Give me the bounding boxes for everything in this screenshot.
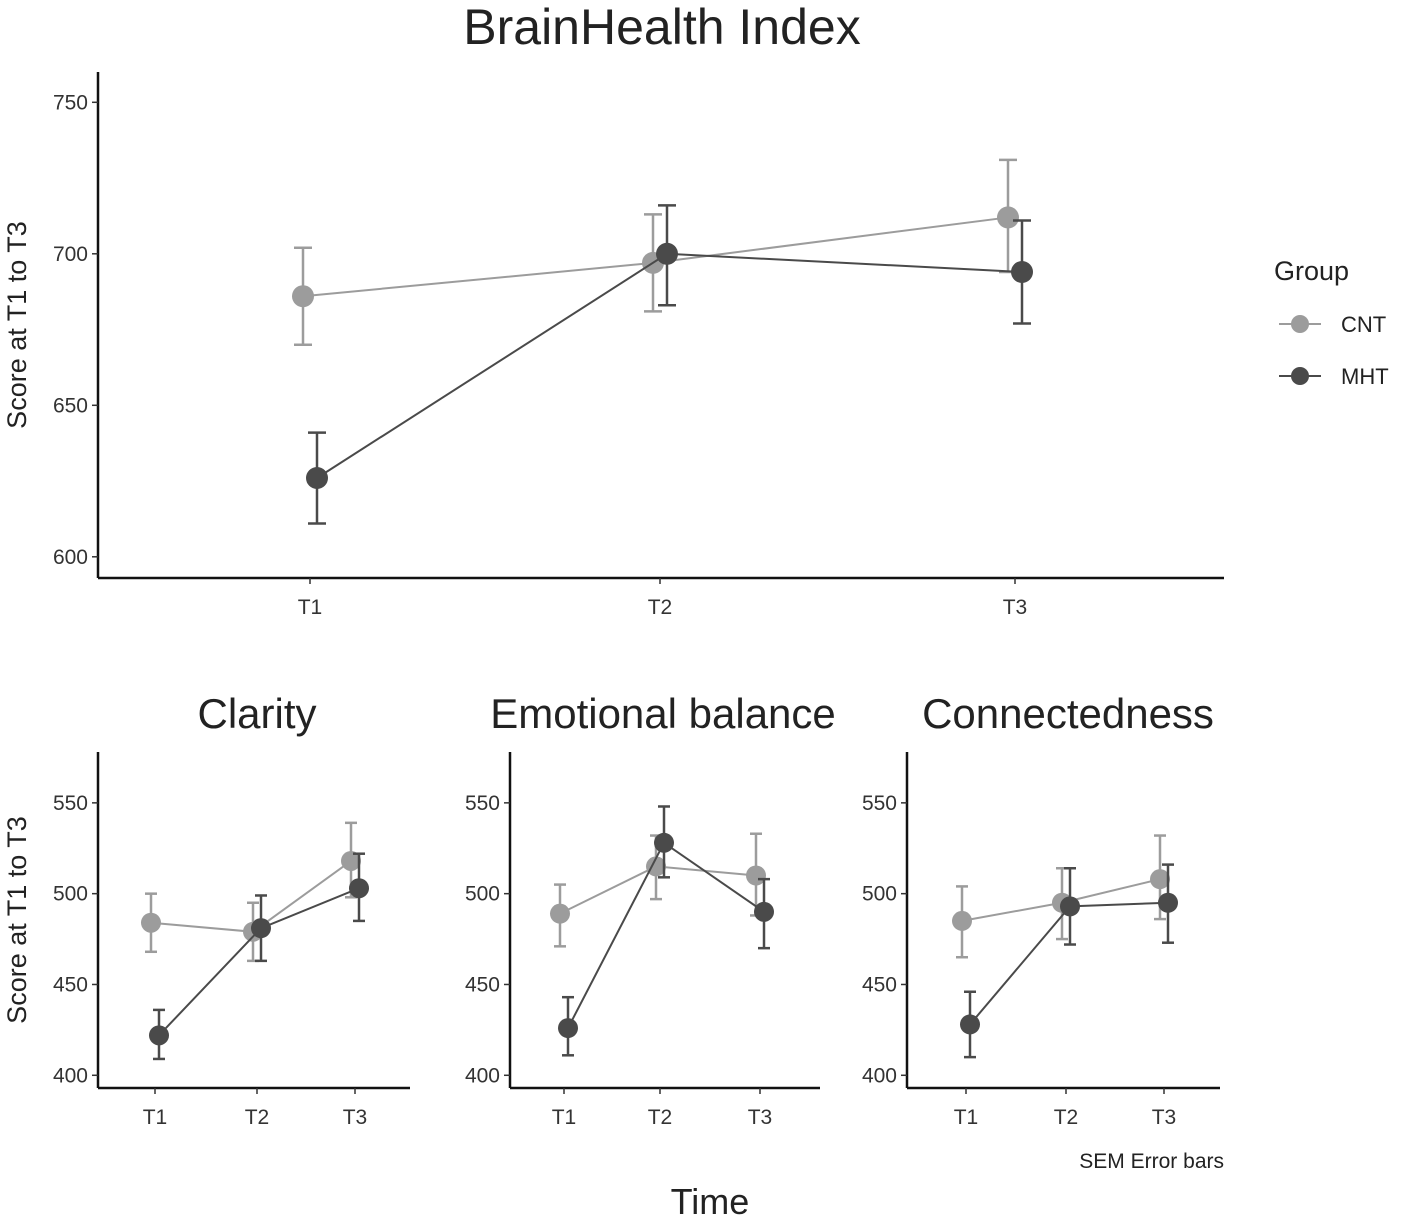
legend: Group CNT MHT bbox=[1274, 256, 1389, 389]
clarity-xtick-label: T2 bbox=[245, 1106, 270, 1129]
connectedness-title: Connectedness bbox=[922, 690, 1214, 737]
clarity-cnt-line bbox=[150, 860, 352, 933]
emotional-balance-cnt-point bbox=[646, 856, 666, 877]
clarity-title: Clarity bbox=[197, 690, 316, 737]
brainhealth-index-ytick-label: 650 bbox=[53, 394, 88, 417]
connectedness-mht-point bbox=[1158, 892, 1178, 913]
brainhealth-index-y-label: Score at T1 to T3 bbox=[2, 221, 32, 429]
brainhealth-index-ytick-label: 600 bbox=[53, 546, 88, 569]
brainhealth-index-xtick-label: T2 bbox=[648, 596, 673, 619]
x-axis-label: Time bbox=[671, 1181, 750, 1220]
brainhealth-index-mht-point bbox=[1011, 260, 1033, 283]
emotional-balance-xtick-label: T3 bbox=[748, 1106, 773, 1129]
clarity-y-label: Score at T1 to T3 bbox=[2, 816, 32, 1024]
connectedness-xtick-label: T1 bbox=[954, 1106, 979, 1129]
brainhealth-index-xtick-label: T1 bbox=[298, 596, 323, 619]
connectedness-mht-point bbox=[1060, 896, 1080, 917]
clarity-xtick-label: T1 bbox=[143, 1106, 168, 1129]
clarity-ytick-label: 400 bbox=[53, 1064, 88, 1087]
connectedness-cnt-point bbox=[952, 910, 972, 931]
emotional-balance-cnt-point bbox=[746, 865, 766, 886]
panel-connectedness: Connectedness 400 450 500 550 T1 T2 T3 bbox=[862, 690, 1220, 1129]
connectedness-ytick-label: 550 bbox=[862, 792, 897, 815]
connectedness-xtick-label: T3 bbox=[1152, 1106, 1177, 1129]
legend-entry-cnt: CNT bbox=[1279, 312, 1386, 337]
emotional-balance-ytick-label: 450 bbox=[465, 973, 500, 996]
emotional-balance-mht-line bbox=[567, 841, 765, 1029]
legend-mht-marker bbox=[1291, 367, 1309, 385]
clarity-mht-point bbox=[149, 1025, 169, 1046]
brainhealth-index-mht-point bbox=[306, 467, 328, 490]
connectedness-xtick-label: T2 bbox=[1054, 1106, 1079, 1129]
emotional-balance-ytick-label: 400 bbox=[465, 1064, 500, 1087]
connectedness-ytick-label: 500 bbox=[862, 883, 897, 906]
error-bar-note: SEM Error bars bbox=[1079, 1150, 1224, 1173]
clarity-ytick-label: 500 bbox=[53, 883, 88, 906]
brainhealth-index-ytick-label: 750 bbox=[53, 91, 88, 114]
clarity-xtick-label: T3 bbox=[343, 1106, 368, 1129]
connectedness-cnt-point bbox=[1150, 869, 1170, 890]
brainhealth-index-xtick-label: T3 bbox=[1003, 596, 1028, 619]
legend-entry-mht: MHT bbox=[1279, 364, 1389, 389]
emotional-balance-xtick-label: T2 bbox=[648, 1106, 673, 1129]
emotional-balance-cnt-point bbox=[550, 903, 570, 924]
connectedness-ytick-label: 450 bbox=[862, 973, 897, 996]
clarity-ytick-label: 550 bbox=[53, 792, 88, 815]
emotional-balance-ytick-label: 500 bbox=[465, 883, 500, 906]
brainhealth-index-cnt-point bbox=[997, 206, 1019, 229]
legend-title: Group bbox=[1274, 256, 1349, 286]
emotional-balance-title: Emotional balance bbox=[490, 690, 836, 737]
emotional-balance-mht-point bbox=[654, 832, 674, 853]
clarity-mht-point bbox=[251, 918, 271, 939]
clarity-cnt-point bbox=[341, 850, 361, 871]
main-title: BrainHealth Index bbox=[463, 0, 860, 55]
brainhealth-index-mht-point bbox=[656, 242, 678, 265]
panel-clarity: Clarity 400 450 500 550 T1 T2 T3 Score at T1 to … bbox=[2, 690, 410, 1129]
panel-brainhealth-index: 600 650 700 750 T1 T2 T3 Score at T1 to T3 bbox=[2, 72, 1224, 619]
emotional-balance-xtick-label: T1 bbox=[552, 1106, 577, 1129]
emotional-balance-mht-point bbox=[558, 1018, 578, 1039]
legend-cnt-marker bbox=[1291, 315, 1309, 333]
panel-emotional-balance: Emotional balance 400 450 500 550 T1 T2 T3 bbox=[465, 690, 836, 1129]
connectedness-mht-point bbox=[960, 1014, 980, 1035]
connectedness-ytick-label: 400 bbox=[862, 1064, 897, 1087]
brainhealth-index-mht-line bbox=[316, 252, 1023, 479]
emotional-balance-mht-point bbox=[754, 901, 774, 922]
clarity-ytick-label: 450 bbox=[53, 973, 88, 996]
legend-cnt-label: CNT bbox=[1341, 312, 1386, 337]
legend-mht-label: MHT bbox=[1341, 364, 1389, 389]
emotional-balance-ytick-label: 550 bbox=[465, 792, 500, 815]
brainhealth-index-ytick-label: 700 bbox=[53, 243, 88, 266]
clarity-mht-point bbox=[349, 878, 369, 899]
clarity-cnt-point bbox=[141, 912, 161, 933]
brainhealth-index-cnt-point bbox=[292, 285, 314, 308]
